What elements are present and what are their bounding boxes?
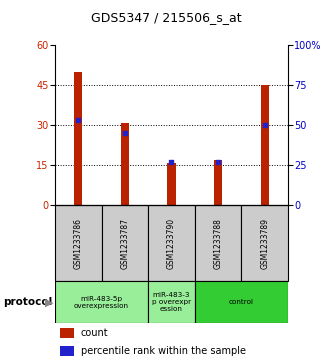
Bar [214, 160, 222, 205]
Text: miR-483-5p
overexpression: miR-483-5p overexpression [74, 296, 129, 309]
Point [169, 159, 174, 165]
Text: count: count [81, 328, 108, 338]
Text: GDS5347 / 215506_s_at: GDS5347 / 215506_s_at [91, 11, 242, 24]
Bar [121, 123, 129, 205]
Bar [102, 205, 148, 281]
Text: percentile rank within the sample: percentile rank within the sample [81, 346, 245, 356]
Bar [55, 281, 148, 323]
Bar [148, 281, 195, 323]
Bar [241, 205, 288, 281]
Bar [195, 281, 288, 323]
Text: GSM1233787: GSM1233787 [120, 218, 130, 269]
Text: miR-483-3
p overexpr
ession: miR-483-3 p overexpr ession [152, 292, 191, 312]
Point [215, 159, 221, 165]
Text: protocol: protocol [3, 297, 53, 307]
Text: GSM1233786: GSM1233786 [74, 218, 83, 269]
Bar [60, 346, 74, 356]
Bar [55, 205, 102, 281]
Bar [148, 205, 195, 281]
Bar [260, 85, 269, 205]
Text: GSM1233790: GSM1233790 [167, 218, 176, 269]
Bar [195, 205, 241, 281]
Bar [74, 72, 83, 205]
Bar [167, 163, 176, 205]
Text: ▶: ▶ [45, 297, 54, 307]
Text: GSM1233788: GSM1233788 [213, 218, 223, 269]
Bar [60, 328, 74, 338]
Point [76, 118, 81, 123]
Point [262, 122, 267, 128]
Text: GSM1233789: GSM1233789 [260, 218, 269, 269]
Text: control: control [229, 299, 254, 305]
Point [122, 130, 128, 136]
